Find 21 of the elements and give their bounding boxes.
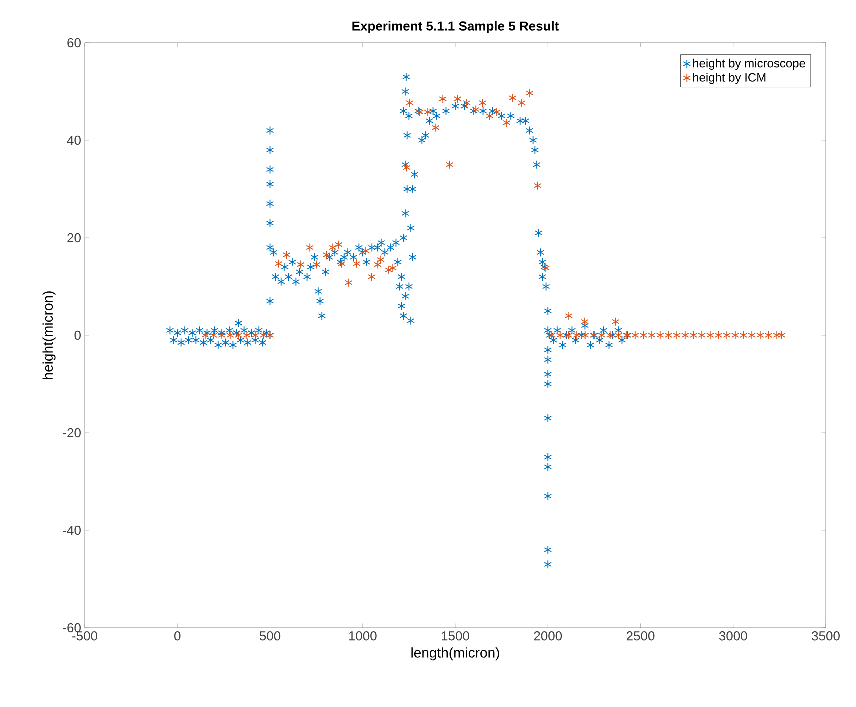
x-axis-title: length(micron) [412,648,500,661]
chart-title: Experiment 5.1.1 Sample 5 Result [352,21,560,34]
y-tick-label: -20 [63,428,81,438]
legend-label: height by ICM [693,73,766,84]
x-tick-label: 0 [174,632,181,641]
x-tick-label: 2000 [534,632,562,641]
x-tick-label: -500 [72,632,98,641]
x-tick-label: 3500 [812,632,840,641]
x-tick-label: 1500 [442,632,470,641]
y-tick-label: 60 [68,38,81,48]
y-tick-label: -60 [63,623,81,633]
y-tick-label: 20 [68,233,81,243]
x-tick-label: 3000 [719,632,748,641]
legend-label: height by microscope [693,58,806,70]
y-tick-label: -40 [63,526,81,536]
x-tick-label: 2500 [626,632,655,641]
x-tick-label: 1000 [349,632,377,641]
y-axis-title: height(micron) [42,292,56,380]
x-tick-label: 500 [260,632,281,641]
y-tick-label: 0 [74,330,81,340]
y-tick-label: 40 [67,136,81,146]
